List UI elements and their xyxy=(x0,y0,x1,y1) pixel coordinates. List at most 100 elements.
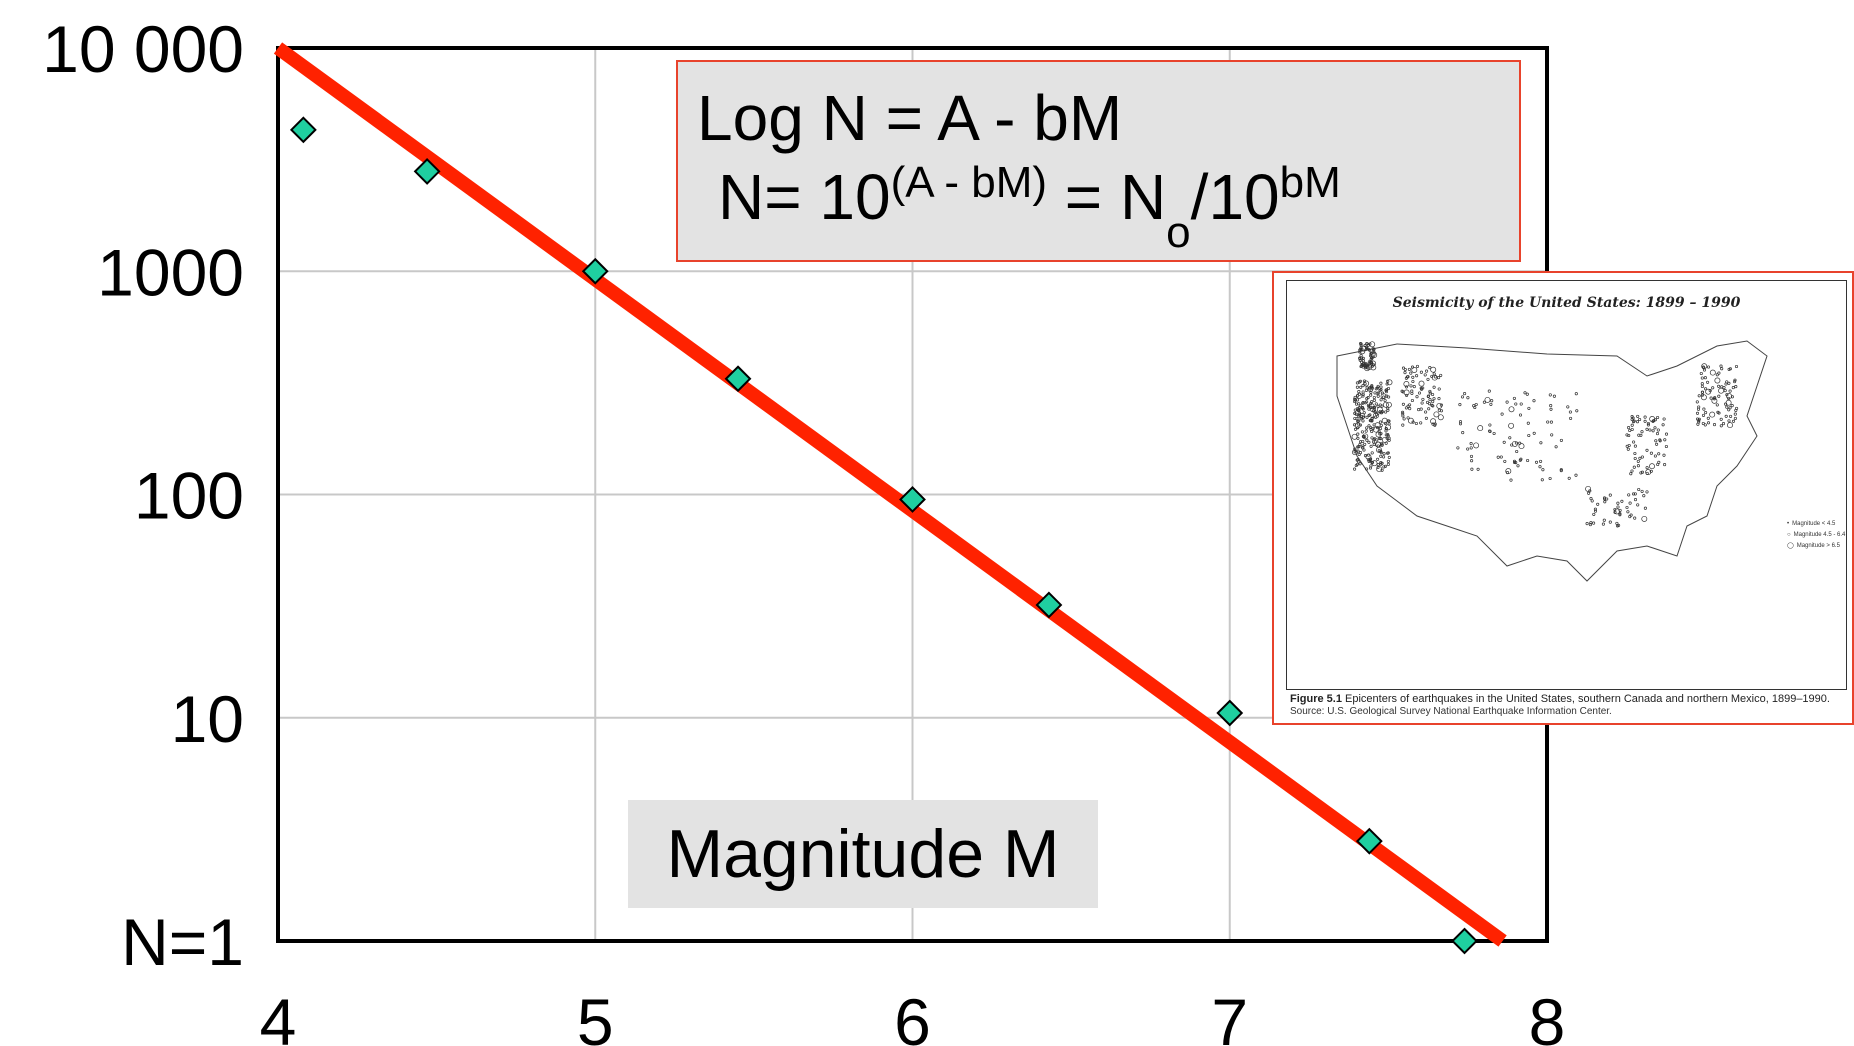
seismicity-map-inset: Seismicity of the United States: 1899 – … xyxy=(1272,271,1854,725)
epicenter-dot-242 xyxy=(1379,423,1383,427)
epicenter-dot-436 xyxy=(1539,459,1543,463)
epicenter-dot-512 xyxy=(1632,440,1636,444)
epicenter-dot-462 xyxy=(1460,395,1465,399)
epicenter-dot-354 xyxy=(1401,402,1405,406)
caption-label: Figure 5.1 xyxy=(1290,693,1342,705)
epicenter-dot-380 xyxy=(1439,409,1444,413)
epicenter-dot-173 xyxy=(1379,454,1383,458)
epicenter-dot-654 xyxy=(1720,367,1724,371)
epicenter-dot-347 xyxy=(1401,410,1405,414)
epicenter-dot-50 xyxy=(1355,385,1359,389)
epicenter-dot-621 xyxy=(1728,389,1732,393)
epicenter-dot-590 xyxy=(1700,376,1704,380)
epicenter-dot-557 xyxy=(1643,415,1647,419)
epicenter-dot-611 xyxy=(1703,423,1707,427)
epicenter-dot-221 xyxy=(1379,381,1383,385)
epicenter-dot-468 xyxy=(1539,441,1543,445)
epicenter-dot-618 xyxy=(1733,378,1737,382)
epicenter-dot-31 xyxy=(1368,387,1372,391)
epicenter-dot-447 xyxy=(1566,405,1570,409)
epicenter-dot-691 xyxy=(1627,493,1631,497)
epicenter-dot-387 xyxy=(1407,417,1414,424)
epicenter-dot-503 xyxy=(1569,416,1573,420)
epicenter-dot-39 xyxy=(1382,455,1386,459)
epicenter-dot-126 xyxy=(1369,425,1373,430)
epicenter-dot-414 xyxy=(1433,423,1437,427)
epicenter-dot-362 xyxy=(1403,381,1410,387)
x-tick-label-0: 4 xyxy=(260,985,297,1046)
epicenter-dot-198 xyxy=(1380,391,1385,395)
epicenter-dot-613 xyxy=(1704,411,1708,415)
epicenter-dot-498 xyxy=(1541,468,1545,472)
epicenter-dot-25 xyxy=(1386,462,1390,466)
epicenter-dot-575 xyxy=(1643,419,1647,423)
epicenter-dot-641 xyxy=(1697,420,1701,424)
epicenter-dot-518 xyxy=(1630,469,1634,473)
epicenter-dot-327 xyxy=(1359,348,1366,355)
epicenter-dot-76 xyxy=(1363,380,1370,387)
epicenter-dot-646 xyxy=(1720,385,1724,389)
epicenter-dot-14 xyxy=(1355,462,1359,466)
epicenter-dot-644 xyxy=(1695,411,1700,415)
epicenter-dot-700 xyxy=(1615,521,1619,525)
epicenter-dot-545 xyxy=(1626,447,1630,451)
epicenter-dot-366 xyxy=(1410,398,1414,403)
epicenter-dot-485 xyxy=(1568,410,1572,414)
epicenter-dot-226 xyxy=(1377,391,1381,395)
epicenter-dot-230 xyxy=(1356,449,1360,453)
epicenter-dot-290 xyxy=(1359,342,1363,346)
epicenter-dot-431 xyxy=(1508,436,1512,440)
epicenter-dot-245 xyxy=(1361,435,1366,439)
epicenter-dot-259 xyxy=(1375,426,1380,430)
epicenter-dot-556 xyxy=(1631,416,1635,420)
epicenter-dot-344 xyxy=(1419,370,1423,374)
epicenter-dot-334 xyxy=(1428,398,1432,402)
epicenter-dot-568 xyxy=(1656,415,1660,420)
epicenter-dot-686 xyxy=(1593,507,1597,511)
epicenter-dot-579 xyxy=(1630,427,1634,432)
epicenter-dot-703 xyxy=(1588,523,1592,527)
data-point-5 xyxy=(1035,591,1063,619)
epicenter-dot-682 xyxy=(1641,515,1648,522)
epicenter-dot-404 xyxy=(1426,394,1430,399)
epicenter-dot-658 xyxy=(1724,414,1728,418)
epicenter-dot-543 xyxy=(1653,454,1657,458)
epicenter-dot-448 xyxy=(1532,399,1536,403)
x-tick-label-2: 6 xyxy=(894,985,931,1046)
epicenter-dot-135 xyxy=(1362,379,1366,383)
epicenter-dot-712 xyxy=(1592,521,1596,525)
epicenter-dot-168 xyxy=(1386,379,1390,383)
map-source: Source: U.S. Geological Survey National … xyxy=(1290,706,1612,717)
epicenter-dot-674 xyxy=(1633,492,1637,496)
epicenter-dot-348 xyxy=(1432,397,1436,401)
legend-large: ◯ Magnitude > 6.5 xyxy=(1787,543,1840,549)
epicenter-dot-329 xyxy=(1365,346,1369,351)
epicenter-dot-628 xyxy=(1727,422,1733,429)
epicenter-dot-243 xyxy=(1371,440,1376,444)
epicenter-dot-321 xyxy=(1370,356,1374,360)
epicenter-dot-616 xyxy=(1730,404,1734,408)
epicenter-dot-43 xyxy=(1356,392,1363,399)
epicenter-dot-107 xyxy=(1374,422,1381,429)
epicenter-dot-187 xyxy=(1369,385,1373,389)
epicenter-dot-562 xyxy=(1645,448,1649,452)
epicenter-dot-65 xyxy=(1387,438,1391,442)
epicenter-dot-500 xyxy=(1575,409,1579,413)
epicenter-dot-117 xyxy=(1386,433,1390,437)
epicenter-dot-667 xyxy=(1734,408,1738,412)
epicenter-dot-401 xyxy=(1401,423,1405,427)
epicenter-dot-364 xyxy=(1401,414,1405,418)
epicenter-dot-200 xyxy=(1369,427,1373,431)
epicenter-dot-564 xyxy=(1658,438,1662,442)
epicenter-dot-711 xyxy=(1585,522,1589,526)
epicenter-dot-214 xyxy=(1373,437,1377,441)
x-tick-labels: 4 5 6 7 8 xyxy=(260,985,1566,1046)
epicenter-dot-206 xyxy=(1379,411,1383,415)
epicenter-dot-240 xyxy=(1363,435,1367,439)
data-point-6 xyxy=(1216,699,1244,727)
us-outline xyxy=(1336,340,1768,582)
epicenter-dot-433 xyxy=(1489,402,1493,406)
epicenter-dot-478 xyxy=(1461,431,1465,435)
epicenter-dot-20 xyxy=(1386,408,1390,412)
epicenter-dot-250 xyxy=(1384,390,1389,394)
